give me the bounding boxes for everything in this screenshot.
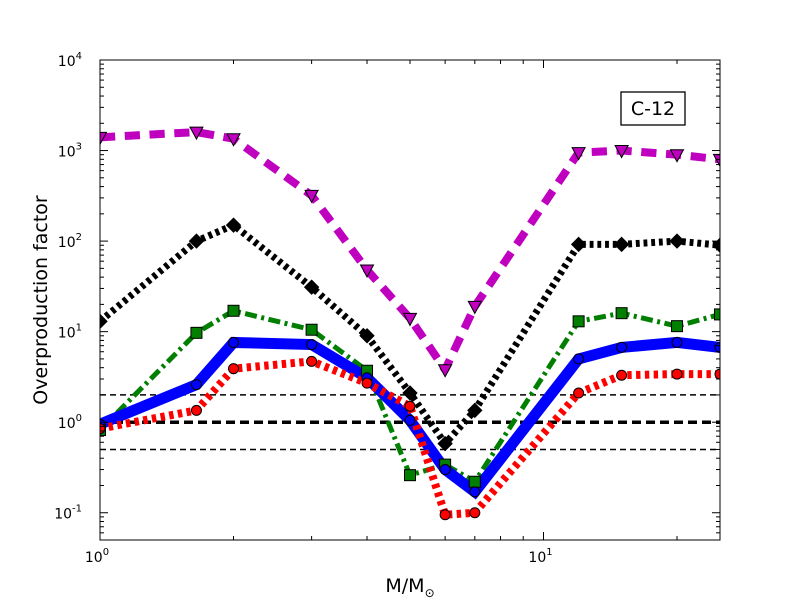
series-line-4 — [100, 357, 720, 519]
annotation-box: C-12 — [620, 91, 686, 126]
series-4-point-5 — [404, 400, 416, 412]
x-tick-label-0: 100 — [85, 547, 109, 566]
series-1-point-1 — [188, 233, 205, 249]
series-4-point-6 — [439, 509, 451, 521]
series-0-point-2 — [226, 133, 241, 147]
series-3-point-10 — [671, 336, 683, 348]
series-1-point-5 — [402, 385, 418, 401]
x-axis-title: M/M⊙ — [385, 575, 434, 600]
series-4-point-3 — [306, 355, 318, 367]
series-line-0 — [100, 128, 720, 372]
series-1-point-6 — [437, 435, 453, 452]
x-tick-label-1: 101 — [528, 547, 552, 566]
x-axis-title-text: M/M — [385, 575, 424, 597]
series-1-point-2 — [225, 217, 242, 233]
plot-background — [100, 60, 720, 540]
series-1-point-7 — [467, 402, 483, 419]
series-0-point-5 — [402, 312, 418, 327]
series-markers — [100, 126, 720, 521]
series-2-point-3 — [305, 323, 318, 336]
series-3-point-5 — [404, 414, 416, 426]
series-4-point-9 — [616, 369, 628, 381]
series-3-point-8 — [573, 353, 585, 365]
annotation-label: C-12 — [631, 98, 675, 120]
series-3-point-9 — [616, 341, 628, 353]
series-0-point-8 — [571, 147, 586, 161]
series-0-point-3 — [304, 189, 319, 204]
series-line-1 — [100, 221, 720, 450]
series-1-point-10 — [669, 233, 685, 249]
series-1-point-0 — [100, 313, 108, 330]
axis-ticks: 10-1 100 101 102 103 104 100 101 — [54, 51, 720, 566]
series-2-point-11 — [714, 308, 720, 321]
y-tick-label-3: 102 — [58, 232, 82, 251]
y-tick-label-0: 10-1 — [54, 504, 82, 523]
series-2-point-2 — [227, 304, 240, 317]
series-line-3 — [100, 336, 720, 500]
series-0-point-4 — [359, 264, 375, 279]
y-tick-label-5: 104 — [58, 51, 82, 70]
series-3-point-1 — [190, 379, 202, 391]
series-0-point-1 — [189, 126, 204, 141]
series-0-point-9 — [614, 145, 629, 159]
y-tick-label-2: 101 — [58, 323, 82, 342]
series-4-point-8 — [573, 387, 585, 399]
series-2-point-10 — [671, 320, 684, 333]
series-3-point-7 — [469, 486, 481, 498]
y-tick-label-4: 103 — [58, 142, 82, 161]
series-1-point-8 — [570, 236, 587, 253]
series-0-point-7 — [467, 300, 483, 315]
series-4-point-4 — [361, 377, 373, 389]
series-3-point-11 — [714, 341, 720, 353]
series-1-point-4 — [359, 328, 375, 344]
series-2-point-8 — [572, 315, 585, 328]
series-4-point-11 — [714, 368, 720, 380]
series-4-point-7 — [469, 507, 481, 519]
series-0-point-0 — [100, 131, 108, 146]
series-3-point-6 — [439, 464, 451, 476]
series-2-point-7 — [468, 475, 481, 488]
annotation-frame — [620, 91, 686, 126]
series-0-point-6 — [437, 364, 453, 378]
series-lines — [100, 128, 720, 519]
series-2-point-1 — [190, 326, 203, 339]
series-1-point-3 — [303, 279, 320, 295]
series-2-point-9 — [615, 307, 628, 320]
series-0-point-10 — [669, 149, 685, 163]
series-2-point-5 — [404, 469, 416, 482]
series-4-point-10 — [671, 368, 683, 380]
series-1-point-9 — [613, 236, 630, 253]
y-axis-title: Overproduction factor — [30, 195, 52, 405]
series-0-point-11 — [712, 153, 720, 168]
series-3-point-2 — [228, 336, 240, 348]
series-4-point-1 — [190, 404, 202, 416]
series-4-point-2 — [228, 363, 240, 375]
series-3-point-3 — [306, 339, 318, 351]
y-tick-label-1: 100 — [58, 413, 82, 432]
x-axis-title-symbol: ⊙ — [425, 586, 435, 600]
